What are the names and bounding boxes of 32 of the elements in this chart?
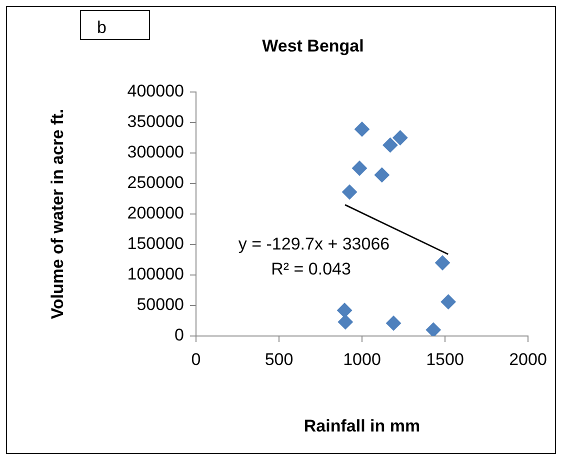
point	[440, 294, 456, 310]
point	[338, 314, 353, 330]
point	[337, 302, 352, 318]
x-tick-label: 1500	[426, 350, 464, 369]
x-tick-label: 2000	[509, 350, 547, 369]
y-tick-label: 50000	[136, 295, 184, 314]
point	[392, 130, 408, 146]
y-tick-label: 0	[174, 326, 184, 345]
x-tick-label: 500	[264, 350, 294, 369]
x-tick-label: 1000	[343, 350, 381, 369]
point	[342, 184, 358, 200]
text: b	[80, 10, 150, 40]
y-tick-label: 150000	[127, 234, 184, 254]
point	[354, 122, 370, 137]
y-axis-title: Volume of water in acre ft.	[48, 108, 67, 320]
y-tick-label: 250000	[127, 173, 184, 192]
y-tick-label: 100000	[127, 264, 184, 284]
point	[386, 316, 402, 331]
point	[435, 255, 450, 270]
point	[426, 322, 441, 336]
annotation: R² = 0.043	[271, 260, 351, 279]
y-tick-label: 300000	[127, 142, 184, 162]
annotation: y = -129.7x + 33066	[238, 234, 390, 254]
point	[352, 160, 368, 176]
y-tick-label: 400000	[127, 82, 184, 101]
y-tick-label: 350000	[127, 112, 184, 132]
y-tick-label: 200000	[127, 204, 184, 223]
x-axis-title: Rainfall in mm	[304, 416, 420, 436]
x-tick-label: 0	[191, 350, 201, 369]
point	[374, 167, 390, 182]
point	[382, 138, 398, 153]
chart-title: West Bengal	[262, 36, 364, 56]
